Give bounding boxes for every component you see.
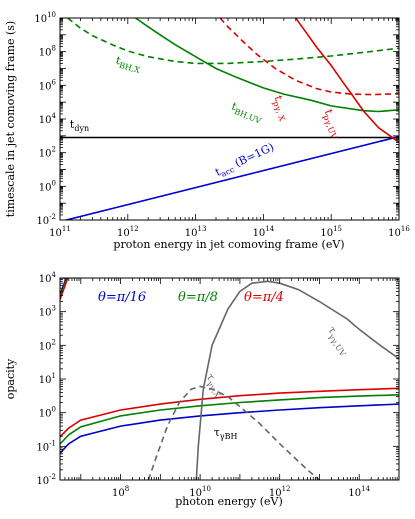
timescale-plot-frame xyxy=(59,17,400,221)
svg-text:tBH,X: tBH,X xyxy=(114,54,143,75)
x-tick-label: 1012 xyxy=(117,225,139,239)
y-tick-label: 101 xyxy=(39,372,56,386)
y-tick-label: 102 xyxy=(39,338,56,352)
y-tick-label: 102 xyxy=(39,146,56,160)
opacity-x-axis-label: photon energy (eV) xyxy=(175,495,283,508)
y-tick-label: 106 xyxy=(39,78,57,92)
svg-text:tpγ,UV: tpγ,UV xyxy=(320,108,344,141)
x-tick-label: 1016 xyxy=(388,225,410,239)
annotation-t-BH-UV: tBH,UV xyxy=(229,100,265,126)
y-tick-label: 1010 xyxy=(34,11,56,25)
y-tick-label: 104 xyxy=(39,271,57,285)
annotation-t-pg-X: tpγ, X xyxy=(270,94,293,123)
series-t-BH-UV xyxy=(135,18,399,113)
annotation-t-BH-X: tBH,X xyxy=(114,54,143,75)
x-tick-label: 1012 xyxy=(269,485,291,499)
legend-entry: θ=π/8 xyxy=(178,290,218,305)
x-tick-label: 1015 xyxy=(320,225,342,239)
y-tick-label: 10-1 xyxy=(36,439,56,453)
series-tau-gg-X xyxy=(147,385,320,480)
annotation-t-pg-UV: tpγ,UV xyxy=(320,108,344,141)
opacity-plot-area xyxy=(60,278,399,480)
y-tick-label: 103 xyxy=(39,305,56,319)
x-tick-label: 1014 xyxy=(348,485,370,499)
y-tick-label: 100 xyxy=(39,179,56,193)
x-tick-label: 1010 xyxy=(189,485,211,499)
x-tick-label: 1011 xyxy=(49,225,71,239)
series-tau-gg-UV xyxy=(195,280,399,480)
svg-text:tBH,UV: tBH,UV xyxy=(229,100,265,126)
svg-text:τγγ,UV: τγγ,UV xyxy=(323,324,352,358)
opacity-y-axis-label: opacity xyxy=(4,358,17,399)
annotation-t-dyn: tdyn xyxy=(70,118,89,133)
legend-entry: θ=π/16 xyxy=(98,290,146,305)
x-tick-label: 1014 xyxy=(253,225,275,239)
opacity-chart: 108 1010 1012 1014 10-2 10-1 100 101 102 103 104 τ… xyxy=(4,271,400,508)
y-tick-label: 10-2 xyxy=(36,473,56,487)
svg-text:τγBH: τγBH xyxy=(214,426,238,441)
x-tick-label: 108 xyxy=(112,485,129,499)
timescale-plot-area xyxy=(60,18,399,220)
series-t-acc xyxy=(63,135,399,220)
svg-text:tpγ, X: tpγ, X xyxy=(270,94,293,123)
x-tick-label: 1013 xyxy=(185,225,207,239)
svg-text:tdyn: tdyn xyxy=(70,118,89,133)
annotation-tau-gg-UV: τγγ,UV xyxy=(323,324,352,358)
series-t-pg-X xyxy=(219,18,399,96)
legend-entry: θ=π/4 xyxy=(244,290,284,305)
annotation-tau-BH: τγBH xyxy=(214,426,238,441)
timescale-y-axis-label: timescale in jet comoving frame (s) xyxy=(4,21,17,217)
opacity-legend: θ=π/16 θ=π/8 θ=π/4 xyxy=(98,290,284,305)
y-tick-label: 104 xyxy=(39,112,57,126)
series-t-pg-UV xyxy=(295,18,399,144)
series-t-BH-X xyxy=(67,18,399,65)
series-blue-rise xyxy=(60,403,399,455)
series-green-rise xyxy=(60,394,399,446)
timescale-x-axis-label: proton energy in jet comoving frame (eV) xyxy=(113,238,344,251)
timescale-chart: 1011 1012 1013 1014 1015 1016 10-2 100 102 104 106… xyxy=(4,11,410,251)
opacity-plot-frame xyxy=(59,277,400,481)
y-tick-label: 100 xyxy=(39,406,56,420)
series-red-rise xyxy=(60,387,399,438)
y-tick-label: 10-2 xyxy=(36,213,56,227)
y-tick-label: 108 xyxy=(39,45,56,59)
